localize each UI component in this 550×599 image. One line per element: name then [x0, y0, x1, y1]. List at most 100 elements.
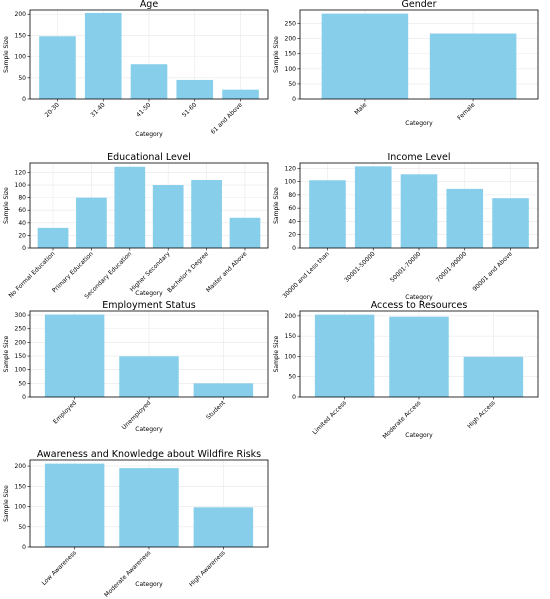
x-tick-label: 30001-50000 [343, 250, 377, 284]
chart-title: Awareness and Knowledge about Wildfire R… [37, 449, 261, 460]
x-tick-label: No Formal Education [7, 250, 56, 299]
x-tick-label: High Awareness [188, 549, 227, 588]
y-tick-label: 60 [18, 207, 26, 214]
bar [114, 166, 146, 248]
y-tick-label: 40 [288, 218, 296, 225]
chart-panel-6: Awareness and Knowledge about Wildfire R… [3, 449, 269, 599]
y-tick-label: 150 [15, 353, 27, 360]
bar [429, 33, 517, 99]
x-tick-label: 31-40 [89, 101, 106, 118]
x-tick-label: 30000 and Less than [281, 250, 331, 300]
x-axis-label: Category [135, 581, 163, 588]
x-tick-label: High Access [466, 399, 497, 430]
y-tick-label: 80 [18, 195, 26, 202]
chart-title: Gender [401, 0, 436, 10]
bar [222, 89, 259, 99]
plot-frame [299, 310, 539, 398]
plot-frame [29, 310, 269, 398]
x-tick-label: Employed [52, 399, 78, 425]
bar [119, 468, 179, 547]
bar [130, 64, 168, 99]
bar [37, 227, 69, 248]
bar [463, 356, 524, 397]
y-axis-label: Sample Size [3, 36, 10, 73]
y-tick-label: 250 [15, 326, 27, 333]
y-tick-label: 120 [285, 165, 297, 172]
y-axis-label: Sample Size [273, 335, 280, 372]
x-tick-label: Low Awareness [41, 549, 78, 586]
x-axis-label: Category [405, 294, 433, 301]
chart-title: Income Level [387, 152, 450, 163]
y-tick-label: 250 [285, 21, 297, 28]
x-tick-label: Student [205, 399, 227, 421]
plot-frame [29, 162, 269, 249]
x-tick-label: 90001 and Above [472, 250, 515, 293]
bar [229, 217, 261, 248]
chart-title: Educational Level [107, 152, 191, 163]
y-axis-label: Sample Size [273, 187, 280, 224]
y-tick-label: 0 [292, 245, 296, 252]
y-tick-label: 200 [285, 36, 297, 43]
x-tick-label: Moderate Awareness [103, 549, 152, 598]
y-tick-label: 0 [22, 96, 26, 103]
x-tick-label: 50001-70000 [389, 250, 423, 284]
y-tick-label: 50 [288, 374, 296, 381]
y-tick-label: 0 [292, 96, 296, 103]
bar [492, 198, 529, 248]
y-tick-label: 150 [285, 333, 297, 340]
bar [446, 188, 484, 248]
y-tick-label: 0 [292, 394, 296, 401]
plot-frame [299, 162, 539, 249]
bar [84, 12, 122, 99]
y-tick-label: 200 [15, 11, 27, 18]
bar [191, 180, 222, 248]
x-axis-label: Category [135, 290, 163, 297]
bar [119, 356, 179, 397]
y-axis-label: Sample Size [3, 335, 10, 372]
x-axis-label: Category [135, 426, 163, 433]
bar [309, 180, 346, 248]
y-tick-label: 0 [22, 544, 26, 551]
y-axis-label: Sample Size [273, 36, 280, 73]
chart-panel-3: Income Level 0 20 40 60 80 100 120 30000 and Les… [273, 152, 539, 301]
chart-panel-2: Educational Level 0 20 40 60 80 100 120 No Forma… [3, 152, 269, 300]
bar [354, 166, 392, 248]
chart-panel-4: Employment Status 0 50 100 150 200 250 300 Emplo… [3, 300, 269, 433]
chart-title: Access to Resources [371, 300, 468, 311]
bar [76, 197, 107, 248]
y-tick-label: 100 [15, 182, 27, 189]
bar [193, 507, 254, 547]
x-tick-label: Bachelor's Degree [166, 250, 210, 294]
y-tick-label: 100 [15, 54, 27, 61]
bar [152, 185, 184, 248]
plot-frame [299, 9, 539, 100]
x-tick-label: Master and Above [205, 250, 249, 294]
x-tick-label: Higher Secondary [129, 250, 172, 293]
y-tick-label: 20 [288, 232, 296, 239]
x-tick-label: 20-30 [44, 101, 61, 118]
y-tick-label: 50 [18, 75, 26, 82]
y-tick-label: 20 [18, 232, 26, 239]
plot-frame [29, 459, 269, 548]
y-tick-label: 200 [15, 339, 27, 346]
x-tick-label: 70001-90000 [435, 250, 469, 284]
x-tick-label: Male [353, 101, 368, 116]
y-tick-label: 80 [288, 192, 296, 199]
y-tick-label: 300 [15, 312, 27, 319]
y-tick-label: 50 [18, 524, 26, 531]
x-axis-label: Category [405, 120, 433, 127]
bar [321, 13, 409, 99]
x-tick-label: Female [456, 101, 477, 122]
bar [44, 314, 105, 397]
y-tick-label: 200 [15, 463, 27, 470]
y-tick-label: 100 [285, 179, 297, 186]
y-axis-label: Sample Size [3, 485, 10, 522]
y-tick-label: 100 [285, 66, 297, 73]
bar [44, 463, 105, 547]
y-tick-label: 0 [22, 394, 26, 401]
chart-panel-1: Gender 0 50 100 150 200 250 Male Female Category S… [273, 0, 539, 127]
x-tick-label: 51-60 [181, 101, 198, 118]
chart-title: Employment Status [102, 300, 196, 311]
y-tick-label: 0 [22, 245, 26, 252]
y-tick-label: 100 [285, 353, 297, 360]
